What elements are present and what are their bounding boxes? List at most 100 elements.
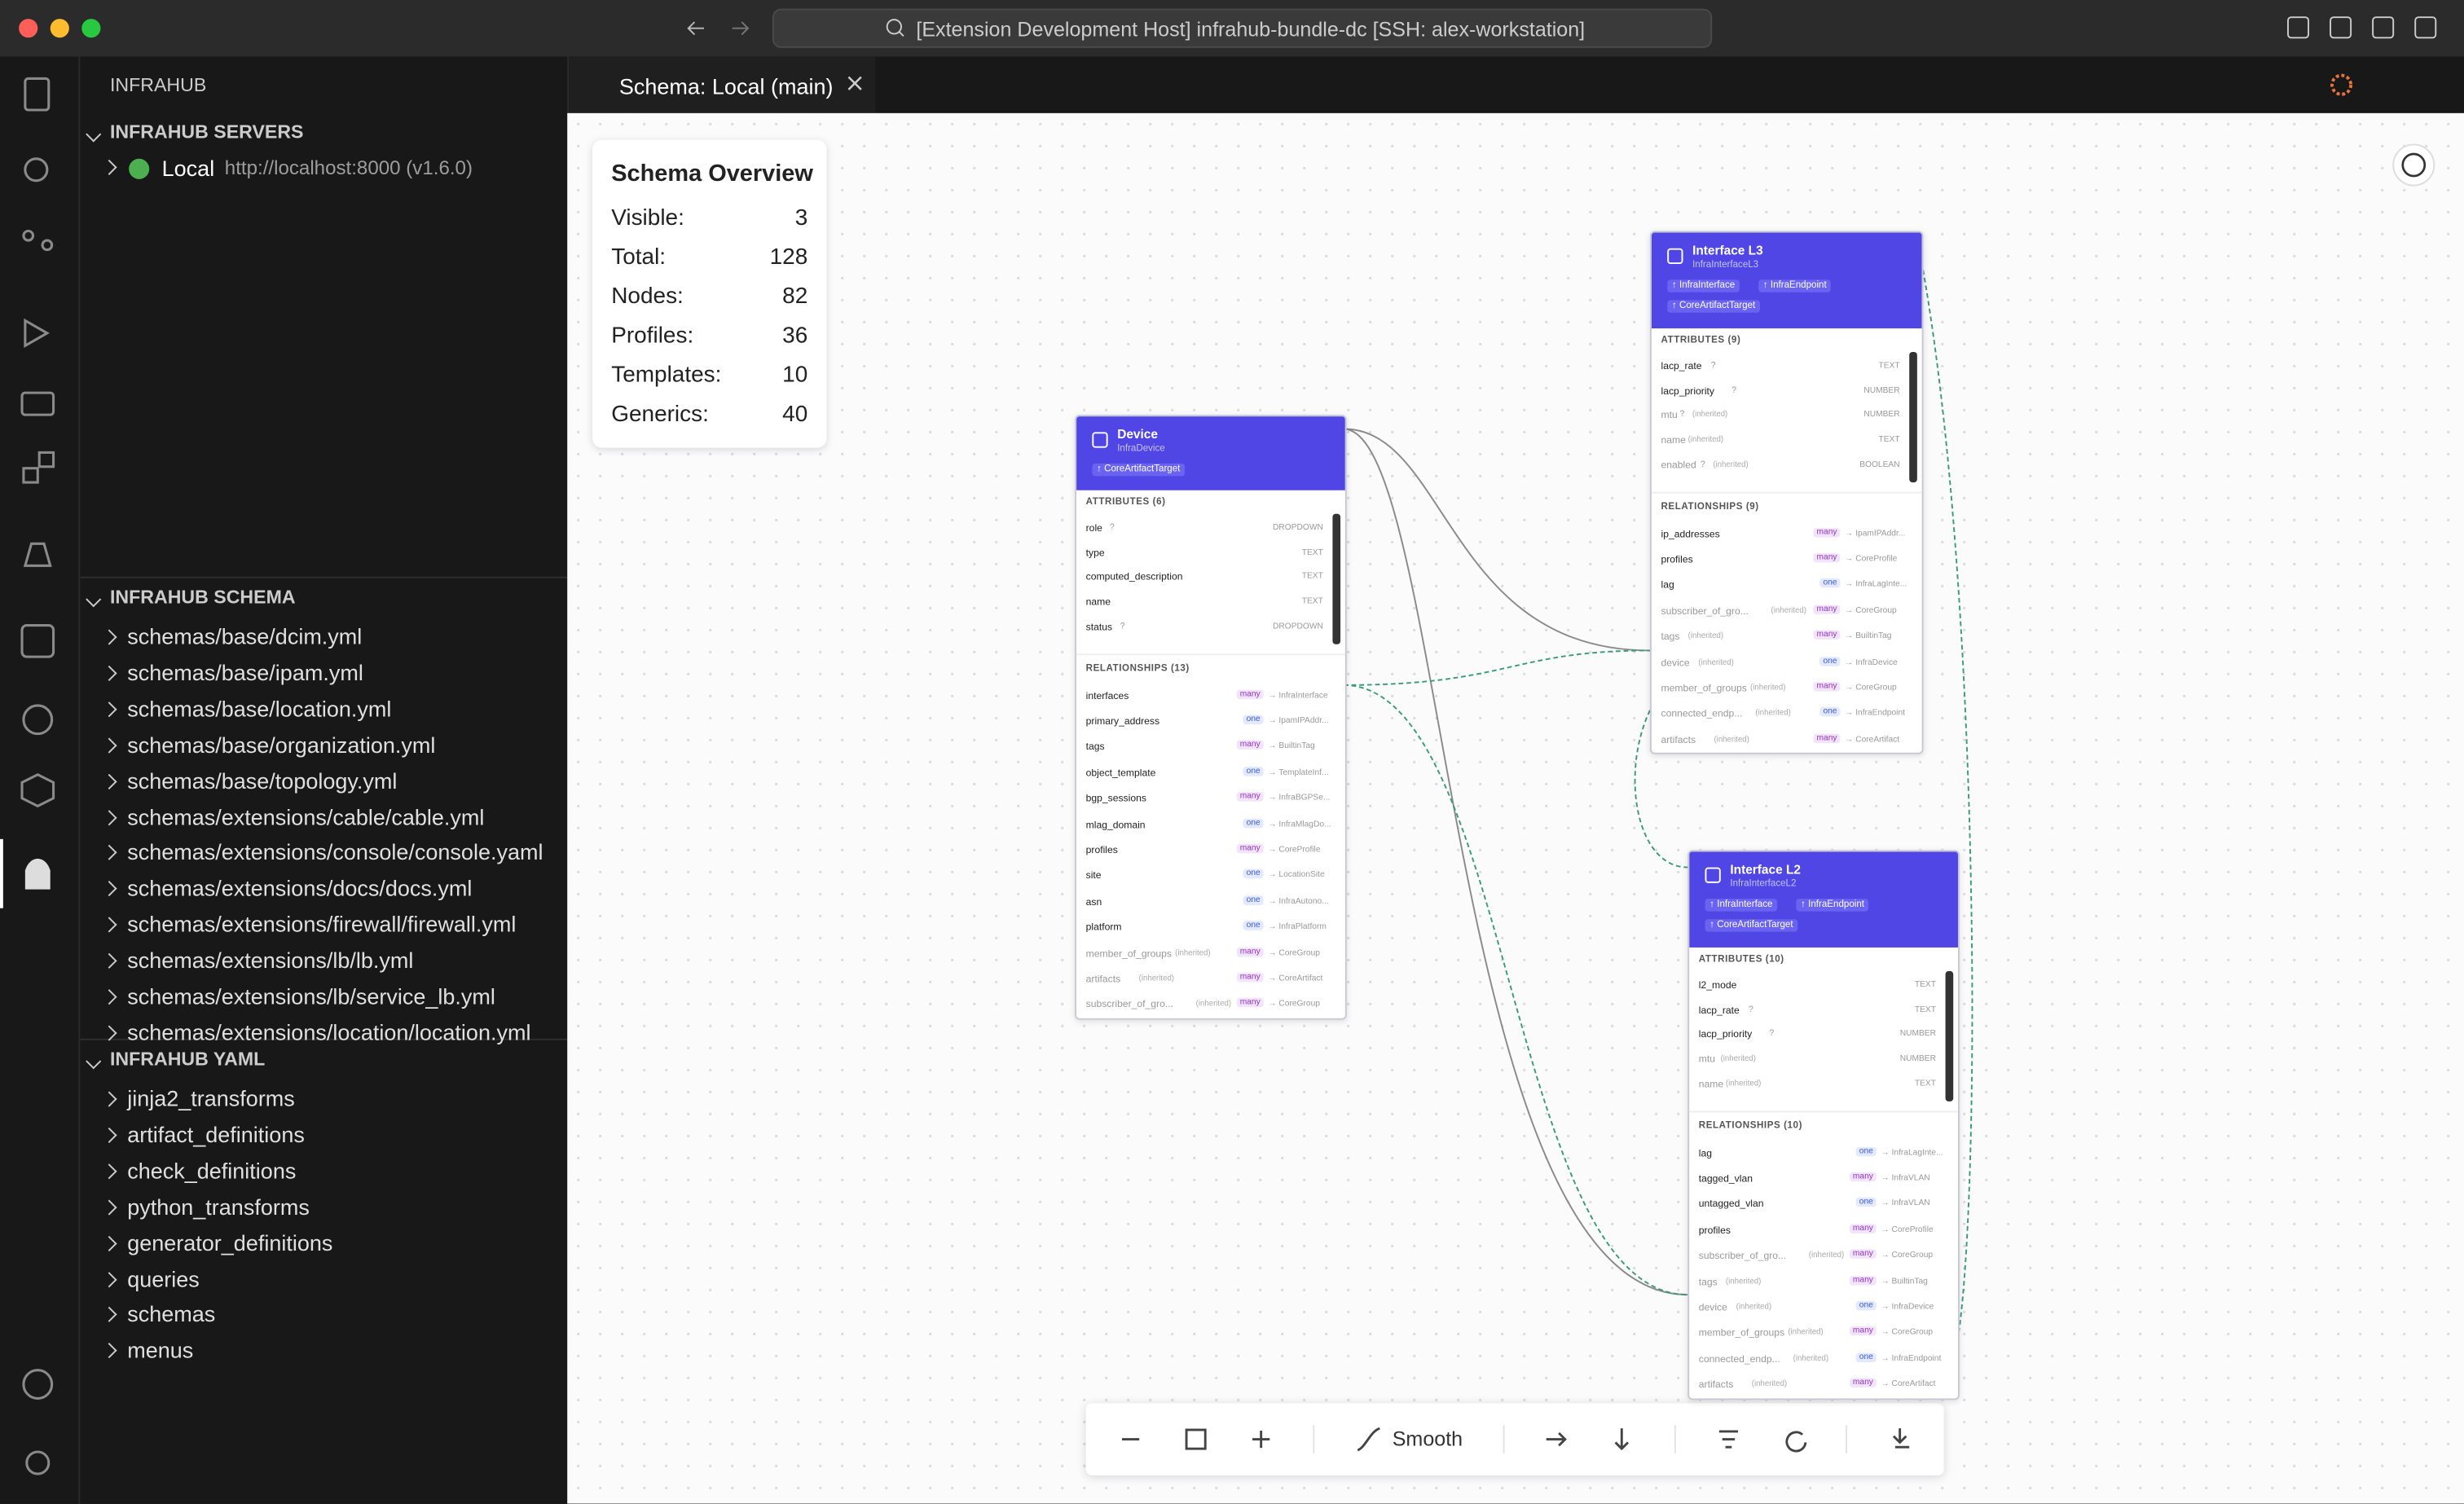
field-name: lag bbox=[1661, 580, 1674, 591]
activity-bar bbox=[0, 56, 81, 1504]
tree-item[interactable]: schemas/base/ipam.yml bbox=[127, 659, 363, 685]
field-name: member_of_groups bbox=[1698, 1328, 1785, 1339]
tree-item[interactable]: schemas/base/topology.yml bbox=[127, 767, 398, 794]
inherited-note: (inherited) bbox=[1725, 1276, 1762, 1286]
tree-item[interactable]: schemas/extensions/firewall/firewall.yml bbox=[127, 911, 517, 937]
peer: → IpamIPAddr... bbox=[1845, 528, 1906, 539]
tab[interactable]: Schema: Local (main) bbox=[618, 73, 834, 99]
section-header[interactable]: INFRAHUB YAML bbox=[109, 1048, 266, 1071]
peer: → TemplateInf... bbox=[1268, 767, 1329, 778]
inherit-tag: ↑ InfraInterface bbox=[1705, 899, 1778, 912]
peer: → IpamIPAddr... bbox=[1268, 716, 1329, 726]
overview-panel bbox=[592, 139, 827, 448]
peer: → InfraLagInte... bbox=[1845, 580, 1907, 590]
sidebar-title: INFRAHUB bbox=[109, 73, 207, 96]
field-name: name bbox=[1085, 597, 1111, 609]
tree-item[interactable]: schemas/extensions/docs/docs.yml bbox=[127, 875, 473, 901]
field-name: enabled bbox=[1661, 460, 1696, 472]
tree-item[interactable]: schemas/base/dcim.yml bbox=[127, 623, 363, 649]
tree-item[interactable]: schemas/extensions/location/location.yml bbox=[127, 1019, 531, 1045]
peer: → BuiltinTag bbox=[1845, 631, 1892, 642]
field-name: tagged_vlan bbox=[1698, 1173, 1753, 1185]
tree-item[interactable]: python_transforms bbox=[127, 1194, 310, 1219]
tree-item[interactable]: artifact_definitions bbox=[127, 1121, 305, 1147]
field-name: status bbox=[1085, 622, 1113, 633]
layout-toggle[interactable]: Smooth bbox=[1392, 1427, 1463, 1451]
tree-item[interactable]: schemas/extensions/cable/cable.yml bbox=[127, 803, 485, 829]
tree-item[interactable]: schemas/base/organization.yml bbox=[127, 732, 436, 757]
inherited-note: (inherited) bbox=[1687, 631, 1724, 642]
inherited-note: (inherited) bbox=[1720, 1054, 1756, 1064]
field-name: lacp_rate bbox=[1661, 361, 1702, 373]
inherited-note: (inherited) bbox=[1698, 657, 1734, 667]
peer: → CoreGroup bbox=[1845, 605, 1897, 616]
overview-title: Schema Overview bbox=[611, 160, 813, 187]
tree-item[interactable]: schemas/extensions/lb/lb.yml bbox=[127, 948, 414, 973]
cardinality: many bbox=[1850, 1172, 1877, 1182]
activity-icons bbox=[0, 77, 55, 1475]
field-name: lag bbox=[1698, 1147, 1712, 1159]
peer: → InfraLagInte... bbox=[1881, 1147, 1943, 1158]
peer: → InfraMlagDo... bbox=[1268, 819, 1331, 829]
node-header: Interface L3 InfraInterfaceL3 ↑ InfraInter… bbox=[1651, 232, 1922, 329]
field-name: bgp_sessions bbox=[1085, 794, 1146, 805]
cardinality: many bbox=[1813, 604, 1841, 614]
inherited-note: (inherited) bbox=[1771, 605, 1806, 616]
tree-item[interactable]: generator_definitions bbox=[127, 1229, 333, 1256]
server-name[interactable]: Local bbox=[161, 155, 215, 181]
overview-label: Profiles: bbox=[611, 323, 694, 350]
peer: → InfraDevice bbox=[1881, 1302, 1934, 1313]
peer: → CoreGroup bbox=[1881, 1328, 1934, 1338]
inherited-note: (inherited) bbox=[1713, 460, 1749, 470]
cardinality: one bbox=[1243, 869, 1264, 879]
field-type: DROPDOWN bbox=[1272, 523, 1323, 533]
field-name: name bbox=[1661, 435, 1686, 446]
cardinality: many bbox=[1236, 998, 1264, 1008]
tree-item[interactable]: jinja2_transforms bbox=[127, 1085, 295, 1111]
peer: → CoreArtifact bbox=[1881, 1379, 1936, 1390]
node-header: Interface L2 InfraInterfaceL2 ↑ InfraInter… bbox=[1689, 851, 1958, 948]
cardinality: many bbox=[1850, 1378, 1877, 1388]
cardinality: many bbox=[1850, 1223, 1877, 1234]
tree-item[interactable]: menus bbox=[127, 1337, 194, 1363]
tree-item[interactable]: schemas/base/location.yml bbox=[127, 695, 392, 721]
schema-node[interactable]: Device InfraDevice ↑ CoreArtifactTarget ATT… bbox=[1075, 415, 1347, 1020]
section-header[interactable]: INFRAHUB SCHEMA bbox=[109, 586, 296, 609]
cardinality: one bbox=[1855, 1300, 1877, 1311]
peer: → InfraBGPSe... bbox=[1268, 794, 1331, 803]
field-name: interfaces bbox=[1085, 690, 1129, 702]
section-header[interactable]: INFRAHUB SERVERS bbox=[109, 121, 304, 143]
schema-node[interactable]: Interface L2 InfraInterfaceL2 ↑ InfraInter… bbox=[1687, 850, 1960, 1400]
cardinality: many bbox=[1813, 552, 1841, 563]
node-name: Device bbox=[1117, 427, 1158, 442]
field-name: platform bbox=[1085, 922, 1122, 934]
overview-value: 10 bbox=[782, 363, 808, 389]
inherit-tag: ↑ InfraEndpoint bbox=[1796, 899, 1869, 912]
tree-item[interactable]: schemas bbox=[127, 1301, 216, 1327]
cardinality: one bbox=[1243, 895, 1264, 905]
schema-node[interactable]: Interface L3 InfraInterfaceL3 ↑ InfraInter… bbox=[1649, 231, 1924, 754]
node-icon bbox=[1092, 432, 1108, 448]
field-type: BOOLEAN bbox=[1859, 460, 1900, 470]
tree-item[interactable]: queries bbox=[127, 1265, 200, 1291]
field-name: asn bbox=[1085, 896, 1102, 908]
inherited-note: (inherited) bbox=[1714, 734, 1749, 745]
cardinality: many bbox=[1850, 1275, 1877, 1285]
tree-item[interactable]: check_definitions bbox=[127, 1157, 297, 1183]
overview-value: 128 bbox=[769, 244, 808, 270]
inherit-tag: ↑ CoreArtifactTarget bbox=[1667, 300, 1761, 313]
divider bbox=[80, 576, 568, 578]
cardinality: many bbox=[1813, 527, 1841, 537]
cardinality: one bbox=[1243, 817, 1264, 828]
field-name: mtu bbox=[1698, 1054, 1716, 1066]
inherited-note: (inherited) bbox=[1793, 1353, 1829, 1364]
field-type: NUMBER bbox=[1863, 385, 1900, 396]
node-kind: InfraInterfaceL2 bbox=[1730, 879, 1797, 890]
cardinality: one bbox=[1855, 1198, 1877, 1207]
tree-item[interactable]: schemas/extensions/lb/service_lb.yml bbox=[127, 983, 495, 1009]
tree-item[interactable]: schemas/extensions/console/console.yaml bbox=[127, 839, 543, 865]
field-type: TEXT bbox=[1301, 572, 1323, 583]
cardinality: one bbox=[1243, 766, 1264, 776]
toolbar-icons[interactable] bbox=[1086, 1403, 1944, 1475]
